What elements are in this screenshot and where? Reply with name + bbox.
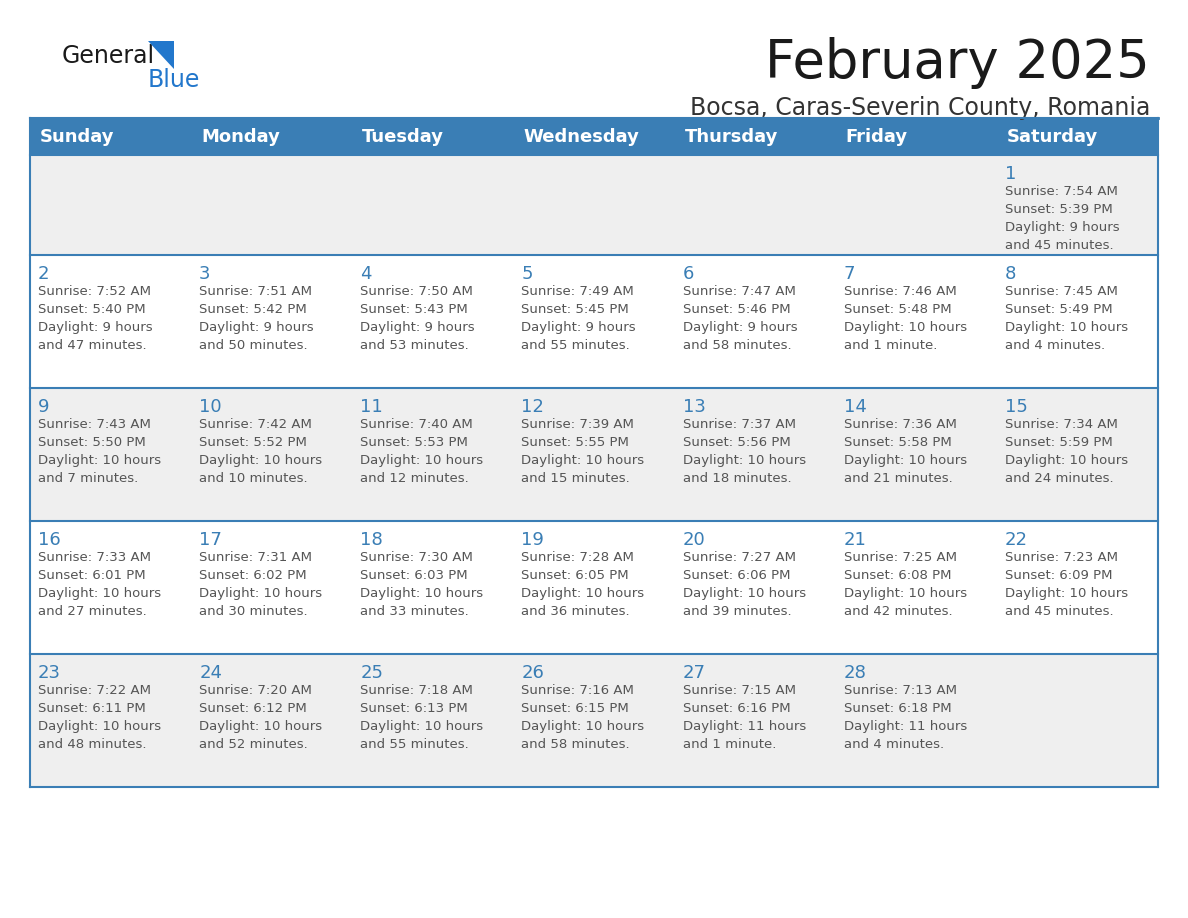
Text: Sunrise: 7:25 AM
Sunset: 6:08 PM
Daylight: 10 hours
and 42 minutes.: Sunrise: 7:25 AM Sunset: 6:08 PM Dayligh… — [843, 551, 967, 618]
Text: 19: 19 — [522, 531, 544, 549]
Text: 18: 18 — [360, 531, 383, 549]
Text: Sunrise: 7:37 AM
Sunset: 5:56 PM
Daylight: 10 hours
and 18 minutes.: Sunrise: 7:37 AM Sunset: 5:56 PM Dayligh… — [683, 418, 805, 485]
Text: 6: 6 — [683, 265, 694, 283]
Text: 13: 13 — [683, 398, 706, 416]
Bar — [30, 255, 1158, 388]
Text: 23: 23 — [38, 664, 61, 682]
Text: 28: 28 — [843, 664, 866, 682]
Polygon shape — [148, 41, 173, 69]
Text: 16: 16 — [38, 531, 61, 549]
Text: 1: 1 — [1005, 165, 1016, 183]
Text: Sunrise: 7:51 AM
Sunset: 5:42 PM
Daylight: 9 hours
and 50 minutes.: Sunrise: 7:51 AM Sunset: 5:42 PM Dayligh… — [200, 285, 314, 352]
Text: 14: 14 — [843, 398, 866, 416]
Text: Friday: Friday — [846, 128, 908, 145]
Text: Sunrise: 7:45 AM
Sunset: 5:49 PM
Daylight: 10 hours
and 4 minutes.: Sunrise: 7:45 AM Sunset: 5:49 PM Dayligh… — [1005, 285, 1127, 352]
Text: Thursday: Thursday — [684, 128, 778, 145]
Text: Monday: Monday — [201, 128, 280, 145]
Text: Sunrise: 7:40 AM
Sunset: 5:53 PM
Daylight: 10 hours
and 12 minutes.: Sunrise: 7:40 AM Sunset: 5:53 PM Dayligh… — [360, 418, 484, 485]
Bar — [30, 654, 1158, 787]
Text: Sunrise: 7:31 AM
Sunset: 6:02 PM
Daylight: 10 hours
and 30 minutes.: Sunrise: 7:31 AM Sunset: 6:02 PM Dayligh… — [200, 551, 322, 618]
Text: Sunrise: 7:46 AM
Sunset: 5:48 PM
Daylight: 10 hours
and 1 minute.: Sunrise: 7:46 AM Sunset: 5:48 PM Dayligh… — [843, 285, 967, 352]
Text: Tuesday: Tuesday — [362, 128, 444, 145]
Text: Sunrise: 7:16 AM
Sunset: 6:15 PM
Daylight: 10 hours
and 58 minutes.: Sunrise: 7:16 AM Sunset: 6:15 PM Dayligh… — [522, 684, 645, 751]
Bar — [30, 521, 1158, 654]
Text: Sunrise: 7:15 AM
Sunset: 6:16 PM
Daylight: 11 hours
and 1 minute.: Sunrise: 7:15 AM Sunset: 6:16 PM Dayligh… — [683, 684, 805, 751]
Text: Sunrise: 7:28 AM
Sunset: 6:05 PM
Daylight: 10 hours
and 36 minutes.: Sunrise: 7:28 AM Sunset: 6:05 PM Dayligh… — [522, 551, 645, 618]
Text: Sunrise: 7:23 AM
Sunset: 6:09 PM
Daylight: 10 hours
and 45 minutes.: Sunrise: 7:23 AM Sunset: 6:09 PM Dayligh… — [1005, 551, 1127, 618]
Text: Sunrise: 7:20 AM
Sunset: 6:12 PM
Daylight: 10 hours
and 52 minutes.: Sunrise: 7:20 AM Sunset: 6:12 PM Dayligh… — [200, 684, 322, 751]
Text: 10: 10 — [200, 398, 222, 416]
Text: Blue: Blue — [148, 68, 201, 92]
Text: 11: 11 — [360, 398, 383, 416]
Text: Sunrise: 7:33 AM
Sunset: 6:01 PM
Daylight: 10 hours
and 27 minutes.: Sunrise: 7:33 AM Sunset: 6:01 PM Dayligh… — [38, 551, 162, 618]
Text: Sunrise: 7:47 AM
Sunset: 5:46 PM
Daylight: 9 hours
and 58 minutes.: Sunrise: 7:47 AM Sunset: 5:46 PM Dayligh… — [683, 285, 797, 352]
Text: 21: 21 — [843, 531, 866, 549]
Text: 27: 27 — [683, 664, 706, 682]
Text: 15: 15 — [1005, 398, 1028, 416]
Text: Sunrise: 7:13 AM
Sunset: 6:18 PM
Daylight: 11 hours
and 4 minutes.: Sunrise: 7:13 AM Sunset: 6:18 PM Dayligh… — [843, 684, 967, 751]
Text: 9: 9 — [38, 398, 50, 416]
Bar — [30, 155, 1158, 255]
Text: 25: 25 — [360, 664, 384, 682]
Text: Sunrise: 7:43 AM
Sunset: 5:50 PM
Daylight: 10 hours
and 7 minutes.: Sunrise: 7:43 AM Sunset: 5:50 PM Dayligh… — [38, 418, 162, 485]
Text: Sunrise: 7:34 AM
Sunset: 5:59 PM
Daylight: 10 hours
and 24 minutes.: Sunrise: 7:34 AM Sunset: 5:59 PM Dayligh… — [1005, 418, 1127, 485]
Text: Sunrise: 7:30 AM
Sunset: 6:03 PM
Daylight: 10 hours
and 33 minutes.: Sunrise: 7:30 AM Sunset: 6:03 PM Dayligh… — [360, 551, 484, 618]
Text: 8: 8 — [1005, 265, 1016, 283]
Text: Sunrise: 7:18 AM
Sunset: 6:13 PM
Daylight: 10 hours
and 55 minutes.: Sunrise: 7:18 AM Sunset: 6:13 PM Dayligh… — [360, 684, 484, 751]
Text: Sunday: Sunday — [40, 128, 114, 145]
Text: Sunrise: 7:42 AM
Sunset: 5:52 PM
Daylight: 10 hours
and 10 minutes.: Sunrise: 7:42 AM Sunset: 5:52 PM Dayligh… — [200, 418, 322, 485]
Text: February 2025: February 2025 — [765, 37, 1150, 89]
Text: 17: 17 — [200, 531, 222, 549]
Text: Sunrise: 7:54 AM
Sunset: 5:39 PM
Daylight: 9 hours
and 45 minutes.: Sunrise: 7:54 AM Sunset: 5:39 PM Dayligh… — [1005, 185, 1119, 252]
Text: Sunrise: 7:39 AM
Sunset: 5:55 PM
Daylight: 10 hours
and 15 minutes.: Sunrise: 7:39 AM Sunset: 5:55 PM Dayligh… — [522, 418, 645, 485]
Text: 26: 26 — [522, 664, 544, 682]
Text: 4: 4 — [360, 265, 372, 283]
Bar — [30, 118, 1158, 155]
Text: Bocsa, Caras-Severin County, Romania: Bocsa, Caras-Severin County, Romania — [689, 96, 1150, 120]
Text: 7: 7 — [843, 265, 855, 283]
Text: 24: 24 — [200, 664, 222, 682]
Text: Sunrise: 7:49 AM
Sunset: 5:45 PM
Daylight: 9 hours
and 55 minutes.: Sunrise: 7:49 AM Sunset: 5:45 PM Dayligh… — [522, 285, 636, 352]
Text: Sunrise: 7:27 AM
Sunset: 6:06 PM
Daylight: 10 hours
and 39 minutes.: Sunrise: 7:27 AM Sunset: 6:06 PM Dayligh… — [683, 551, 805, 618]
Text: 2: 2 — [38, 265, 50, 283]
Text: Sunrise: 7:22 AM
Sunset: 6:11 PM
Daylight: 10 hours
and 48 minutes.: Sunrise: 7:22 AM Sunset: 6:11 PM Dayligh… — [38, 684, 162, 751]
Text: 3: 3 — [200, 265, 210, 283]
Text: Sunrise: 7:36 AM
Sunset: 5:58 PM
Daylight: 10 hours
and 21 minutes.: Sunrise: 7:36 AM Sunset: 5:58 PM Dayligh… — [843, 418, 967, 485]
Text: Wednesday: Wednesday — [524, 128, 639, 145]
Bar — [30, 388, 1158, 521]
Text: Sunrise: 7:50 AM
Sunset: 5:43 PM
Daylight: 9 hours
and 53 minutes.: Sunrise: 7:50 AM Sunset: 5:43 PM Dayligh… — [360, 285, 475, 352]
Text: 12: 12 — [522, 398, 544, 416]
Text: 22: 22 — [1005, 531, 1028, 549]
Text: General: General — [62, 44, 156, 68]
Text: 20: 20 — [683, 531, 706, 549]
Text: Sunrise: 7:52 AM
Sunset: 5:40 PM
Daylight: 9 hours
and 47 minutes.: Sunrise: 7:52 AM Sunset: 5:40 PM Dayligh… — [38, 285, 152, 352]
Text: 5: 5 — [522, 265, 533, 283]
Text: Saturday: Saturday — [1007, 128, 1098, 145]
